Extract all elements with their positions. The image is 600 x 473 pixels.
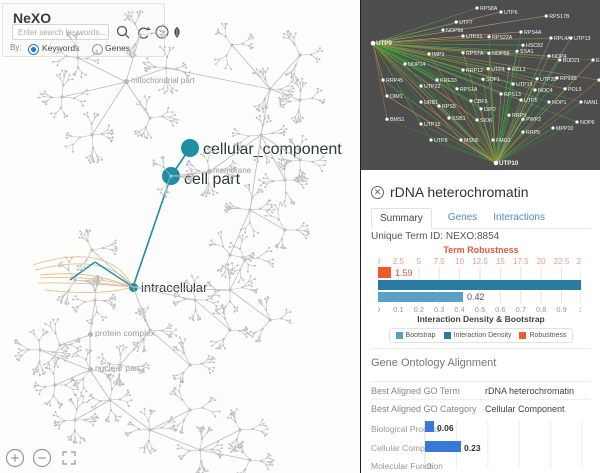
svg-text:SSA1: SSA1 bbox=[520, 49, 534, 55]
svg-text:0.9: 0.9 bbox=[556, 305, 566, 314]
svg-text:NOP56: NOP56 bbox=[446, 28, 463, 34]
svg-text:DIP2: DIP2 bbox=[484, 107, 496, 113]
svg-text:UTP6: UTP6 bbox=[504, 10, 518, 16]
svg-text:10: 10 bbox=[455, 257, 464, 266]
svg-text:SIO6: SIO6 bbox=[480, 118, 492, 124]
svg-text:BUD21: BUD21 bbox=[563, 58, 580, 64]
svg-text:25: 25 bbox=[577, 257, 581, 266]
svg-text:UTP8: UTP8 bbox=[434, 138, 448, 144]
svg-text:0.5: 0.5 bbox=[475, 305, 485, 314]
svg-text:PWP2: PWP2 bbox=[526, 117, 541, 123]
svg-text:0.7: 0.7 bbox=[516, 305, 526, 314]
svg-text:RRP45: RRP45 bbox=[386, 78, 403, 84]
svg-text:NOC4: NOC4 bbox=[538, 88, 553, 94]
svg-text:22.5: 22.5 bbox=[554, 257, 570, 266]
svg-text:UTP7: UTP7 bbox=[459, 20, 473, 26]
svg-text:UTP13: UTP13 bbox=[574, 36, 591, 42]
svg-text:UTP22: UTP22 bbox=[424, 84, 441, 90]
svg-text:0: 0 bbox=[378, 305, 380, 314]
svg-text:RPS7A: RPS7A bbox=[466, 51, 484, 57]
svg-text:UTP4: UTP4 bbox=[491, 67, 505, 73]
svg-text:HSC82: HSC82 bbox=[526, 43, 543, 49]
svg-text:RRP12: RRP12 bbox=[466, 68, 483, 74]
svg-text:17.5: 17.5 bbox=[513, 257, 529, 266]
svg-text:RPS22A: RPS22A bbox=[492, 35, 513, 41]
svg-text:RCL1: RCL1 bbox=[512, 67, 526, 73]
svg-text:RPS5: RPS5 bbox=[442, 104, 456, 110]
svg-text:POL5: POL5 bbox=[568, 87, 582, 93]
svg-text:NAN1: NAN1 bbox=[584, 100, 598, 106]
svg-text:URB1: URB1 bbox=[424, 100, 438, 106]
svg-text:0.3: 0.3 bbox=[434, 305, 444, 314]
svg-text:RPS8A: RPS8A bbox=[480, 6, 498, 12]
svg-text:IMP3: IMP3 bbox=[432, 52, 444, 58]
svg-text:UTP20: UTP20 bbox=[540, 77, 557, 83]
svg-text:UTP15: UTP15 bbox=[424, 122, 441, 128]
svg-text:RPS4A: RPS4A bbox=[524, 30, 542, 36]
svg-text:0.1: 0.1 bbox=[393, 305, 403, 314]
svg-text:FMG1: FMG1 bbox=[496, 138, 511, 144]
svg-text:SSB1: SSB1 bbox=[452, 116, 466, 122]
svg-text:RRP9: RRP9 bbox=[512, 113, 526, 119]
svg-text:RRP5: RRP5 bbox=[526, 130, 540, 136]
svg-text:RP99B: RP99B bbox=[560, 76, 577, 82]
svg-text:0.8: 0.8 bbox=[536, 305, 546, 314]
svg-text:0.2: 0.2 bbox=[414, 305, 424, 314]
svg-text:1: 1 bbox=[579, 305, 581, 314]
svg-text:RPL4A: RPL4A bbox=[554, 36, 571, 42]
svg-text:DIM1: DIM1 bbox=[390, 94, 403, 100]
svg-text:UTP10: UTP10 bbox=[499, 160, 519, 167]
svg-text:2.5: 2.5 bbox=[393, 257, 405, 266]
svg-text:RPS1A: RPS1A bbox=[460, 87, 478, 93]
svg-text:NOP6: NOP6 bbox=[580, 120, 594, 126]
svg-text:ENP1: ENP1 bbox=[596, 58, 600, 64]
svg-text:MPP10: MPP10 bbox=[556, 126, 573, 132]
svg-text:NOP58: NOP58 bbox=[492, 51, 509, 57]
svg-text:NOP14: NOP14 bbox=[408, 62, 425, 68]
svg-text:MSN5: MSN5 bbox=[464, 138, 479, 144]
svg-text:7.5: 7.5 bbox=[434, 257, 446, 266]
svg-text:UTP9: UTP9 bbox=[376, 40, 392, 47]
svg-text:CBF5: CBF5 bbox=[474, 99, 488, 105]
svg-text:UTP5: UTP5 bbox=[524, 98, 538, 104]
svg-text:RPS17B: RPS17B bbox=[549, 14, 570, 20]
svg-text:0.6: 0.6 bbox=[495, 305, 505, 314]
svg-text:15: 15 bbox=[496, 257, 505, 266]
svg-text:0.4: 0.4 bbox=[454, 305, 464, 314]
svg-text:SOF1: SOF1 bbox=[486, 77, 500, 83]
svg-text:BMS1: BMS1 bbox=[390, 117, 404, 123]
svg-text:KRE33: KRE33 bbox=[440, 78, 457, 84]
svg-text:5: 5 bbox=[417, 257, 422, 266]
svg-text:NOP1: NOP1 bbox=[552, 100, 566, 106]
svg-text:UTP21: UTP21 bbox=[466, 34, 483, 40]
svg-text:0: 0 bbox=[378, 257, 381, 266]
svg-text:20: 20 bbox=[537, 257, 546, 266]
svg-text:12.5: 12.5 bbox=[472, 257, 488, 266]
svg-text:UTP19: UTP19 bbox=[516, 82, 533, 88]
svg-text:RPS13: RPS13 bbox=[504, 92, 521, 98]
